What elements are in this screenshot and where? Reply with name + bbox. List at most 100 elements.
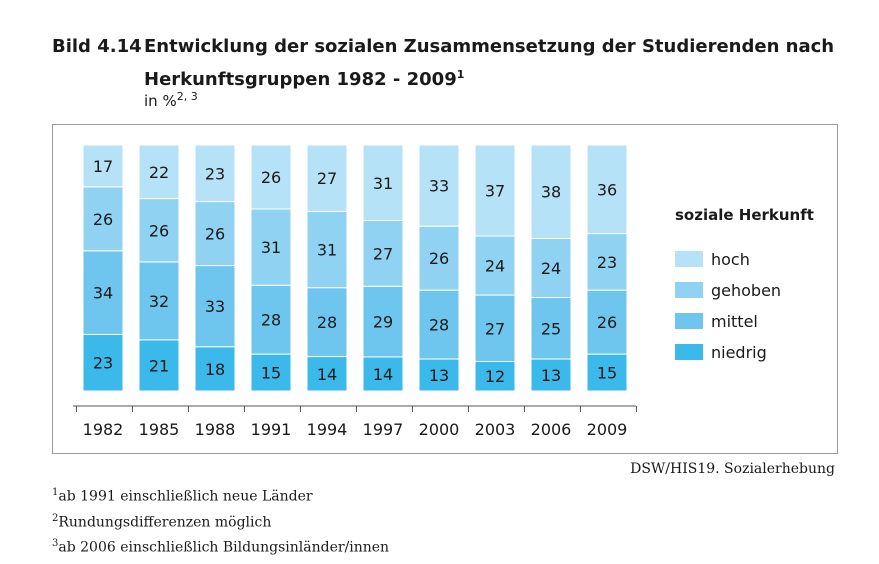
- data-label: 13: [429, 366, 449, 385]
- x-tick-label: 2000: [419, 420, 460, 439]
- bar-segment-hoch-2006: [530, 144, 572, 239]
- data-label: 26: [261, 168, 281, 187]
- data-label: 27: [373, 244, 393, 263]
- bar-segment-niedrig-2000: [418, 358, 460, 392]
- data-label: 33: [429, 177, 449, 196]
- data-label: 25: [541, 319, 561, 338]
- bar-segment-mittel-1988: [194, 265, 236, 348]
- bar-segment-hoch-1997: [362, 144, 404, 221]
- data-label: 31: [261, 238, 281, 257]
- bar-segment-hoch-1994: [306, 144, 348, 212]
- bar-segment-gehoben-2000: [418, 225, 460, 291]
- data-label: 17: [93, 157, 113, 176]
- bar-segment-mittel-2006: [530, 297, 572, 360]
- bar-segment-hoch-1985: [138, 144, 180, 200]
- legend-label-hoch: hoch: [711, 250, 750, 269]
- chart-subtitle: in %2, 3: [144, 90, 198, 110]
- data-label: 26: [149, 221, 169, 240]
- bar-segment-gehoben-2003: [474, 235, 516, 296]
- bar-segment-mittel-1994: [306, 287, 348, 358]
- bar-segment-gehoben-1988: [194, 201, 236, 267]
- bar-segment-mittel-1985: [138, 261, 180, 341]
- x-tick-label: 1994: [307, 420, 348, 439]
- bar-segment-hoch-1991: [250, 144, 292, 210]
- bar-segment-mittel-1997: [362, 285, 404, 358]
- title-line-1: Entwicklung der sozialen Zusammensetzung…: [144, 36, 835, 57]
- data-label: 26: [93, 210, 113, 229]
- bar-segment-hoch-1982: [82, 144, 124, 188]
- data-label: 31: [317, 241, 337, 260]
- bar-segment-hoch-2000: [418, 144, 460, 227]
- title-line-2: Herkunftsgruppen 1982 - 2009: [144, 69, 457, 90]
- legend-swatch-gehoben: [675, 282, 703, 298]
- bar-segment-niedrig-1982: [82, 333, 124, 392]
- data-label: 28: [261, 311, 281, 330]
- bar-segment-mittel-2003: [474, 294, 516, 362]
- data-label: 27: [317, 169, 337, 188]
- title-footnote-marker: 1: [456, 68, 465, 81]
- bar-segment-gehoben-1994: [306, 210, 348, 289]
- bar-segment-hoch-2003: [474, 144, 516, 237]
- subtitle-text: in %: [144, 92, 177, 110]
- data-label: 38: [541, 183, 561, 202]
- data-label: 14: [373, 365, 393, 384]
- bar-segment-gehoben-1997: [362, 220, 404, 287]
- bar-segment-niedrig-1985: [138, 339, 180, 392]
- chart-frame: 23 34 26 17 1982 21 32 26 22 1985 18 33 26 23 1988 15 28…: [52, 124, 838, 454]
- figure-number: Bild 4.14: [52, 36, 142, 57]
- x-tick-label: 1997: [363, 420, 404, 439]
- x-tick-label: 1985: [139, 420, 180, 439]
- data-label: 13: [541, 366, 561, 385]
- data-label: 37: [485, 182, 505, 201]
- x-tick-label: 1982: [83, 420, 124, 439]
- data-label: 18: [205, 360, 225, 379]
- bar-segment-gehoben-1991: [250, 208, 292, 286]
- footnote-1: 1ab 1991 einschließlich neue Länder: [52, 487, 313, 505]
- data-label: 33: [205, 297, 225, 316]
- footnote-2: 2Rundungsdifferenzen möglich: [52, 512, 272, 531]
- stacked-bar-chart: 23 34 26 17 1982 21 32 26 22 1985 18 33 26 23 1988 15 28…: [73, 144, 814, 439]
- data-label: 15: [261, 364, 281, 383]
- bar-segment-niedrig-2003: [474, 360, 516, 392]
- bar-segment-hoch-2009: [586, 144, 628, 235]
- bar-segment-niedrig-1991: [250, 353, 292, 392]
- chart-title: Bild 4.14 Entwicklung der sozialen Zusamm…: [52, 33, 834, 94]
- legend-label-mittel: mittel: [711, 312, 758, 331]
- data-label: 22: [149, 163, 169, 182]
- bar-segment-niedrig-1997: [362, 356, 404, 392]
- bar-segment-mittel-1991: [250, 284, 292, 355]
- legend-swatch-hoch: [675, 251, 703, 267]
- data-label: 31: [373, 174, 393, 193]
- data-label: 24: [485, 257, 505, 276]
- bar-segment-niedrig-1994: [306, 356, 348, 392]
- bar-segment-niedrig-2009: [586, 353, 628, 392]
- footnotes: 1ab 1991 einschließlich neue Länder 2Run…: [52, 482, 389, 559]
- data-label: 23: [205, 164, 225, 183]
- data-label: 24: [541, 259, 561, 278]
- data-label: 21: [149, 356, 169, 375]
- x-tick-label: 2006: [531, 420, 572, 439]
- source-note: DSW/HIS19. Sozialerhebung: [630, 461, 835, 477]
- x-tick-label: 1988: [195, 420, 236, 439]
- x-tick-label: 2003: [475, 420, 516, 439]
- data-label: 26: [597, 313, 617, 332]
- data-label: 26: [205, 225, 225, 244]
- data-label: 23: [597, 253, 617, 272]
- subtitle-footnote-marker: 2, 3: [176, 90, 198, 103]
- bar-segment-mittel-2009: [586, 289, 628, 355]
- bar-segment-gehoben-1985: [138, 198, 180, 263]
- data-label: 23: [93, 354, 113, 373]
- legend-label-niedrig: niedrig: [711, 343, 767, 362]
- legend-swatch-niedrig: [675, 344, 703, 360]
- legend-swatch-mittel: [675, 313, 703, 329]
- bar-segment-gehoben-2009: [586, 233, 628, 291]
- data-label: 34: [93, 284, 113, 303]
- legend-label-gehoben: gehoben: [711, 281, 781, 300]
- data-label: 28: [317, 313, 337, 332]
- data-label: 29: [373, 313, 393, 332]
- data-label: 26: [429, 249, 449, 268]
- data-label: 32: [149, 292, 169, 311]
- x-tick-label: 1991: [251, 420, 292, 439]
- bar-segment-mittel-2000: [418, 289, 460, 360]
- data-label: 12: [485, 367, 505, 386]
